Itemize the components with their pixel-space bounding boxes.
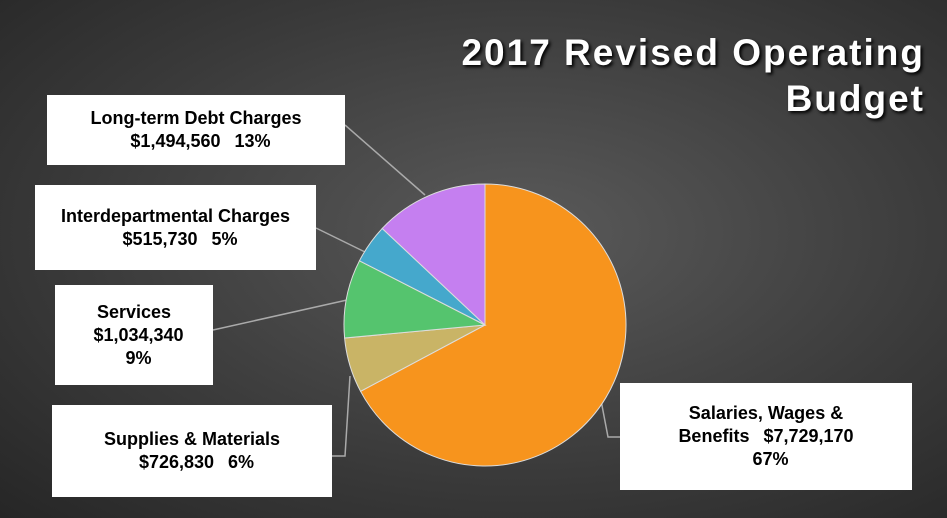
leader-line [344,124,426,196]
percent-label: 6% [228,452,255,472]
label-text: Salaries, Wages & Benefits $7,729,170 67… [661,402,871,471]
chart-title: 2017 Revised Operating Budget [461,32,925,119]
percent-label: 67% [752,449,789,469]
pie [343,183,627,467]
value-label: $7,729,170 [763,426,854,446]
label-text: Long-term Debt Charges $1,494,560 13% [76,107,316,153]
value-label: $1,034,340 [93,324,184,345]
label-text: Supplies & Materials $726,830 6% [80,428,305,474]
label-box: Long-term Debt Charges $1,494,560 13% [47,95,345,165]
percent-label: 13% [234,131,271,151]
leader-lines [212,124,620,457]
category-label: Long-term Debt Charges [90,108,302,128]
label-box: Services $1,034,340 9% [55,285,213,385]
pie-slice [381,183,486,327]
label-box: Salaries, Wages & Benefits $7,729,170 67… [620,383,912,490]
category-label: Interdepartmental Charges [60,205,291,226]
leader-line [599,394,620,438]
leader-line [212,297,357,331]
pie-slice [359,183,627,467]
value-label: $515,730 [122,228,198,249]
value-label: $1,494,560 [130,131,221,151]
leader-line [332,375,351,457]
pie-slice [343,260,487,339]
category-label: Supplies & Materials [103,429,281,449]
percent-label: 5% [211,228,238,249]
label-box: Interdepartmental Charges $515,730 5% [35,185,316,270]
value-label: $726,830 [138,452,215,472]
category-label: Salaries, Wages & Benefits [678,403,844,446]
category-label: Services [96,301,172,322]
leader-line [315,227,366,253]
label-text: Interdepartmental Charges $515,730 5% [60,205,292,251]
label-text: Services $1,034,340 9% [79,301,189,370]
label-box: Supplies & Materials $726,830 6% [52,405,332,497]
percent-label: 9% [125,347,152,368]
